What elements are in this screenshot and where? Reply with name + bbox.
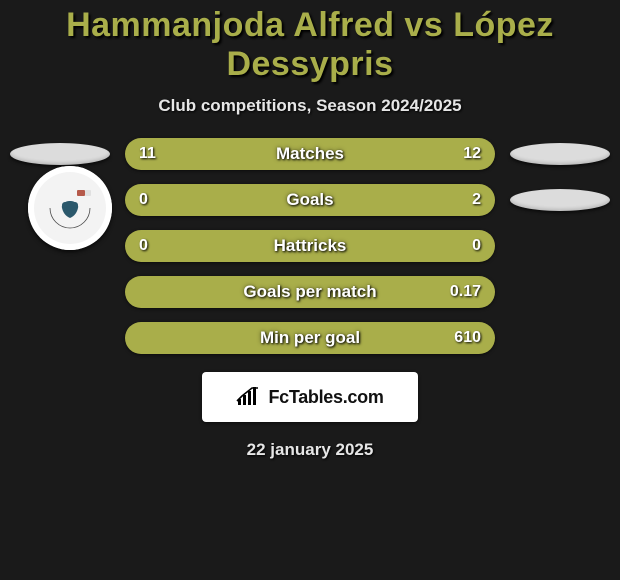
stat-row-matches: 11 Matches 12: [0, 138, 620, 170]
subtitle: Club competitions, Season 2024/2025: [158, 96, 461, 116]
stat-label: Goals: [286, 190, 333, 210]
stat-pill: 11 Matches 12: [125, 138, 495, 170]
stat-row-hattricks: 0 Hattricks 0: [0, 230, 620, 262]
stat-pill: 0 Goals 2: [125, 184, 495, 216]
stat-row-goals: 0 Goals 2: [0, 184, 620, 216]
stat-value-left: 0: [139, 184, 148, 216]
brand-badge: FcTables.com: [202, 372, 418, 422]
stat-label: Goals per match: [243, 282, 376, 302]
page-title: Hammanjoda Alfred vs López Dessypris: [0, 6, 620, 84]
brand-text: FcTables.com: [268, 387, 383, 408]
comparison-card: Hammanjoda Alfred vs López Dessypris Clu…: [0, 0, 620, 580]
crest-icon: [40, 178, 100, 238]
stat-value-left: 11: [139, 138, 156, 170]
stats-block: 11 Matches 12 0 Goals: [0, 138, 620, 354]
stat-value-right: 12: [463, 138, 481, 170]
stat-value-left: 0: [139, 230, 148, 262]
stat-row-gpm: Goals per match 0.17: [0, 276, 620, 308]
stat-label: Hattricks: [274, 236, 347, 256]
stat-value-right: 0.17: [450, 276, 481, 308]
stat-pill: 0 Hattricks 0: [125, 230, 495, 262]
stat-value-right: 610: [454, 322, 481, 354]
stat-pill: Min per goal 610: [125, 322, 495, 354]
stat-value-right: 2: [472, 184, 481, 216]
date-text: 22 january 2025: [247, 440, 374, 460]
stat-row-mpg: Min per goal 610: [0, 322, 620, 354]
player-right-marker: [510, 189, 610, 211]
stat-pill: Goals per match 0.17: [125, 276, 495, 308]
stat-value-right: 0: [472, 230, 481, 262]
bar-chart-icon: [236, 387, 262, 407]
stat-label: Matches: [276, 144, 344, 164]
player-right-marker: [510, 143, 610, 165]
player-left-marker: [10, 143, 110, 165]
stat-label: Min per goal: [260, 328, 360, 348]
